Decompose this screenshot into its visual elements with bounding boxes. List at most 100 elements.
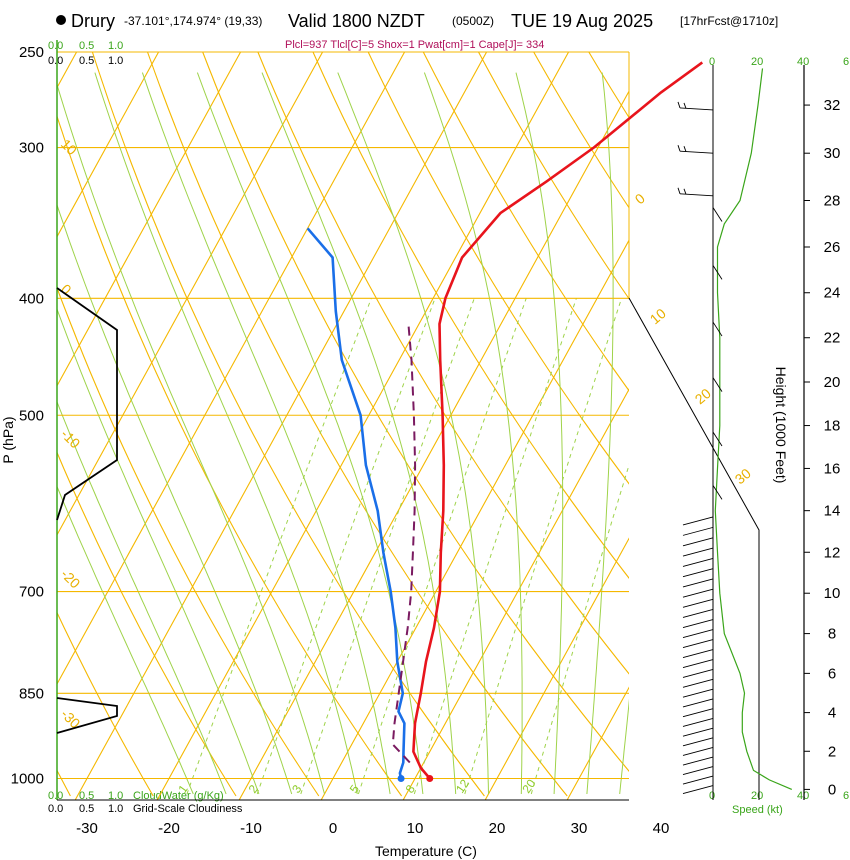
- moist-adiabat-line: [57, 400, 227, 795]
- dry-adiabat-lines: [57, 52, 629, 797]
- dry-adiabat-line: [57, 451, 237, 797]
- top-green-0: 0.0: [48, 40, 63, 52]
- pressure-grid: 250 300 400 500 700 850 1000 10 0 -10 -20 -30 0 10 20 3…: [11, 44, 754, 788]
- pressure-tick-label: 250: [19, 44, 44, 61]
- dry-adiabat-label: 30: [732, 465, 754, 487]
- bottom-black-2: 1.0: [108, 803, 123, 815]
- height-tick-label: 18: [824, 418, 841, 435]
- wind-barb: [682, 746, 714, 756]
- mixing-ratio-line: [186, 298, 372, 795]
- pressure-tick-label: 300: [19, 140, 44, 157]
- top-black-0: 0.0: [48, 55, 63, 67]
- height-tick-label: 24: [824, 285, 841, 302]
- valid-date: TUE 19 Aug 2025: [511, 11, 653, 31]
- isotherm-line: [57, 52, 406, 686]
- cloudiness-line: [56, 287, 118, 734]
- speed-top-1: 20: [751, 56, 763, 68]
- temp-tick-label: 20: [489, 820, 506, 837]
- bottom-black-0: 0.0: [48, 803, 63, 815]
- pressure-tick-label: 700: [19, 584, 44, 601]
- temp-tick-label: -20: [158, 820, 180, 837]
- isotherm-line: [484, 537, 629, 800]
- moist-adiabat-line: [57, 82, 325, 795]
- wind-barb: [682, 578, 714, 588]
- height-boundary: [628, 297, 760, 800]
- temp-tick-label: 30: [571, 820, 588, 837]
- isotherm-label: -10: [58, 426, 84, 452]
- height-tick-label: 30: [824, 145, 841, 162]
- isotherm-label: -20: [58, 566, 84, 592]
- mixing-ratio-label: 8: [403, 782, 418, 796]
- cloudiness-profile: [56, 287, 118, 734]
- height-tick-label: 0: [828, 781, 836, 798]
- wind-barb: [712, 431, 723, 447]
- isotherm-line: [320, 239, 629, 800]
- wind-barb: [679, 193, 714, 197]
- moist-adiabat-line: [261, 72, 457, 795]
- dry-adiabat-line: [146, 52, 568, 797]
- height-tick-label: 8: [828, 626, 836, 643]
- wind-barb: [682, 537, 714, 547]
- isotherm-line: [402, 388, 629, 800]
- speed-bottom-0: 0: [709, 790, 715, 802]
- height-tick-label: 4: [828, 705, 836, 722]
- series-temperature: [412, 61, 704, 780]
- pressure-tick-label: 850: [19, 685, 44, 702]
- wind-barb: [682, 708, 714, 718]
- temp-tick-label: -30: [76, 820, 98, 837]
- bottom-black-label: Grid-Scale Cloudiness: [133, 803, 243, 815]
- isotherm-line: [74, 52, 488, 800]
- wind-barb: [682, 717, 714, 727]
- bottom-black-1: 0.5: [79, 803, 94, 815]
- wind-barb: [682, 639, 714, 649]
- wind-barb: [712, 485, 723, 500]
- wind-barb: [682, 678, 714, 688]
- moist-adiabat-line: [423, 72, 523, 795]
- wind-barb: [682, 775, 714, 785]
- dry-adiabat-line: [57, 114, 403, 797]
- height-tick-label: 14: [824, 503, 841, 520]
- wind-profile: [677, 65, 793, 800]
- height-tick-label: 2: [828, 743, 836, 760]
- moist-adiabat-line: [57, 485, 194, 795]
- moist-adiabat-line: [619, 698, 629, 795]
- speed-top-3: 6: [843, 56, 849, 68]
- isotherm-line: [57, 52, 160, 238]
- isotherm-label: -30: [58, 706, 84, 732]
- bottom-green-2: 1.0: [108, 790, 123, 802]
- wind-barb: [712, 377, 723, 392]
- plot-frame: [56, 40, 760, 801]
- isotherm-line: [57, 52, 242, 387]
- isotherm-lines: [57, 52, 629, 800]
- dry-adiabat-line: [91, 52, 485, 797]
- wind-speed-line: [714, 68, 793, 790]
- wind-barb: [682, 598, 714, 608]
- height-tick-label: 6: [828, 665, 836, 682]
- mixing-ratio-line: [413, 298, 577, 795]
- axis-ticks: -30 -20 -10 0 10 20 30 400246810121416182022242…: [76, 65, 840, 837]
- utc-time: (0500Z): [452, 14, 494, 28]
- wind-barb: [682, 659, 714, 668]
- wind-barb: [682, 558, 714, 567]
- valid-time: Valid 1800 NZDT: [288, 11, 425, 31]
- speed-axis-label: Speed (kt): [732, 804, 783, 816]
- dry-adiabat-line: [202, 52, 629, 773]
- wind-barb: [712, 207, 723, 222]
- mixing-ratio-line: [530, 463, 629, 795]
- dry-adiabat-line: [312, 52, 629, 579]
- bottom-green-label: CloudWater (g/Kg): [133, 790, 224, 802]
- height-tick-label: 32: [824, 97, 841, 114]
- temp-tick-label: -10: [240, 820, 262, 837]
- station-name: Drury: [71, 11, 115, 31]
- height-axis-title: Height (1000 Feet): [773, 367, 789, 484]
- dry-adiabat-label: 10: [647, 305, 669, 327]
- dry-adiabat-label: 0: [632, 190, 648, 207]
- dry-adiabat-line: [57, 286, 320, 797]
- height-tick-label: 10: [824, 585, 841, 602]
- moist-adiabat-line: [141, 72, 391, 795]
- dry-adiabat-line: [257, 52, 629, 675]
- top-black-2: 1.0: [108, 55, 123, 67]
- dry-adiabat-line: [422, 52, 629, 392]
- surface-point-temperature: [426, 775, 434, 782]
- x-axis-title: Temperature (C): [375, 843, 477, 859]
